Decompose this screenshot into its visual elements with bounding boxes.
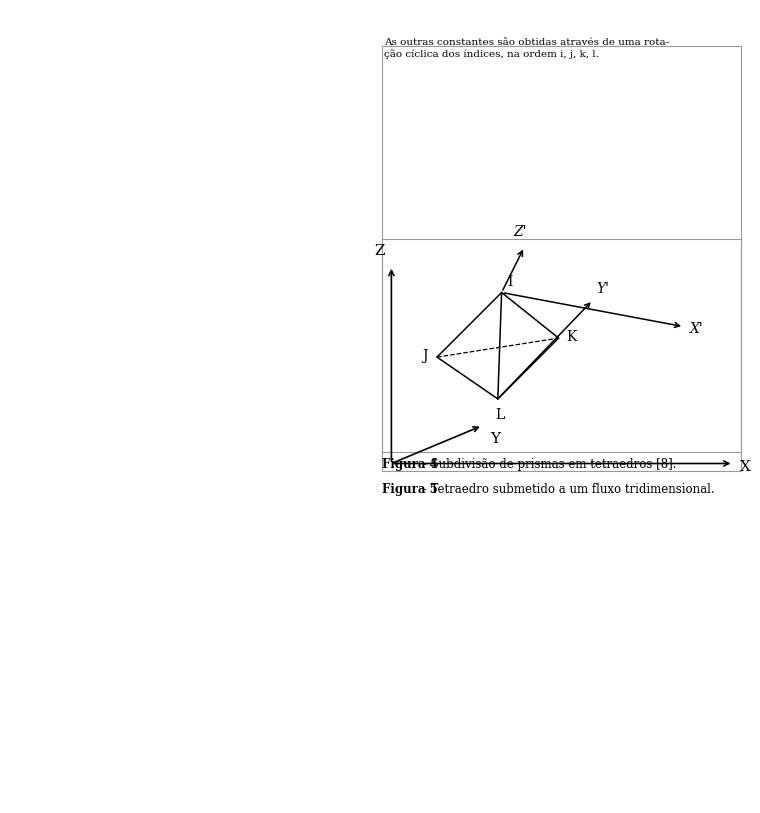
Text: Z': Z' [514, 225, 527, 239]
Text: Figura 4: Figura 4 [382, 459, 438, 472]
Text: - Subdivisão de prismas em tetraedros [8].: - Subdivisão de prismas em tetraedros [8… [419, 459, 676, 472]
Text: X': X' [690, 322, 704, 336]
Text: Figura 5: Figura 5 [382, 482, 438, 495]
Text: Z: Z [375, 244, 385, 259]
Text: I: I [508, 275, 513, 289]
Bar [382, 46, 741, 452]
Text: As outras constantes são obtidas através de uma rota-: As outras constantes são obtidas através… [384, 38, 669, 47]
Bar [0, 27, 380, 786]
Text: X: X [739, 459, 750, 473]
Text: J: J [423, 349, 428, 363]
Text: L: L [496, 408, 505, 422]
Text: Y: Y [490, 432, 500, 446]
Text: Y': Y' [597, 282, 610, 296]
Text: ção cíclica dos índices, na ordem i, j, k, l.: ção cíclica dos índices, na ordem i, j, … [384, 50, 599, 59]
Text: - Tetraedro submetido a um fluxo tridimensional.: - Tetraedro submetido a um fluxo tridime… [419, 482, 714, 495]
Bar [382, 239, 741, 471]
Text: K: K [566, 329, 577, 344]
